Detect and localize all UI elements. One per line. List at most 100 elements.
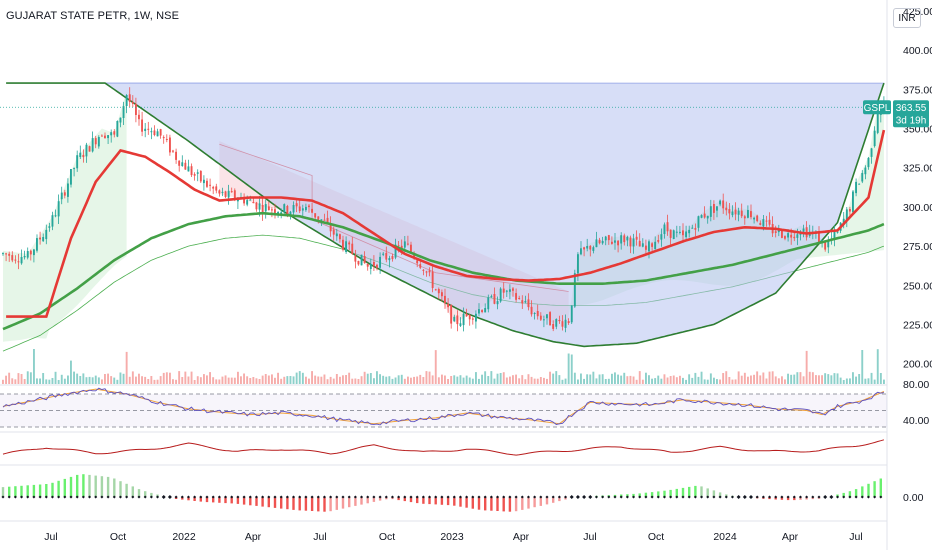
macd-zero-marker [650,495,654,499]
currency-button[interactable]: INR [893,8,921,28]
macd-bar [69,476,73,497]
volume-bar [416,376,419,384]
candle-body [861,173,864,182]
macd-zero-marker [681,495,685,499]
candle-body [252,202,255,204]
volume-bar [20,374,23,384]
macd-bar [57,480,60,497]
macd-bar [137,489,141,497]
volume-bar [697,376,700,384]
macd-zero-marker [656,495,660,499]
price-tick-label: 375.00 [903,84,932,96]
candle-body [713,204,715,213]
volume-bar [669,376,672,384]
candle-body [264,204,267,212]
volume-bar [459,375,462,384]
volume-bar [549,371,551,384]
rsi-tick-label: 40.00 [903,415,929,427]
candle-body [206,180,208,187]
macd-zero-marker [310,495,314,499]
macd-zero-marker [440,495,444,499]
macd-bar [471,497,474,509]
volume-bar [836,373,839,384]
macd-bar [440,497,444,505]
time-tick-label: Jul [849,531,862,543]
macd-bar [644,492,648,497]
candle-body [54,215,57,217]
candle-body [57,201,60,217]
volume-bar [2,379,4,384]
macd-zero-marker [551,495,555,499]
volume-bar [193,380,196,384]
candle-body [595,239,598,248]
volume-bar [233,377,236,384]
macd-bar [45,484,48,497]
volume-bar [787,373,789,384]
candle-body [728,209,731,214]
price-tick-label: 200.00 [903,359,932,371]
macd-bar [341,497,345,509]
volume-bar [97,377,100,384]
macd-bar [286,497,289,510]
volume-bar [308,378,310,384]
macd-zero-marker [298,495,302,499]
candle-body [233,190,236,200]
volume-bar [876,349,879,384]
candle-body [864,167,867,175]
candle-body [515,293,517,300]
macd-bar [125,483,128,497]
candle-body [119,117,122,123]
macd-bar [360,497,363,505]
volume-bar [335,374,338,384]
candle-body [339,234,341,240]
volume-bar [369,373,372,384]
price-tick-label: 250.00 [903,280,932,292]
candle-body [685,231,687,238]
macd-bar [236,497,240,504]
candle-body [784,236,786,239]
volume-bar [855,376,857,384]
candle-body [73,168,75,170]
macd-bar [218,497,221,503]
volume-bar [648,375,650,384]
volume-bar [867,378,870,384]
volume-bar [311,371,313,384]
candle-body [178,160,181,166]
volume-bar [815,375,817,384]
volume-bar [852,372,854,384]
volume-bar [141,376,143,384]
candle-body [487,297,490,310]
candle-body [181,162,184,166]
macd-bar [650,492,654,497]
macd-bar [861,486,864,497]
macd-zero-marker [174,495,178,499]
volume-bar [543,377,545,384]
grid [0,0,888,550]
macd-zero-marker [63,495,67,499]
volume-bar [487,376,490,384]
symbol-text: GSPL [864,103,891,114]
time-tick-label: Jul [313,531,326,543]
volume-bar [206,375,208,384]
volume-bar [419,374,422,384]
volume-bar [403,378,406,384]
macd-zero-marker [329,495,333,499]
candle-body [39,237,41,240]
volume-bar [305,376,307,384]
macd-zero-marker [366,495,370,499]
volume-bar [156,379,159,384]
candle-body [17,261,20,263]
candle-body [243,197,245,204]
candle-body [549,312,551,326]
macd-zero-marker [749,495,753,499]
candle-body [165,139,168,140]
time-tick-label: 2024 [713,531,737,543]
candle-body [468,315,471,320]
macd-zero-marker [131,495,135,499]
time-tick-label: Apr [782,531,799,543]
volume-bar [737,371,740,384]
macd-bar [242,497,246,505]
volume-bar [388,376,391,384]
candle-body [51,215,54,227]
